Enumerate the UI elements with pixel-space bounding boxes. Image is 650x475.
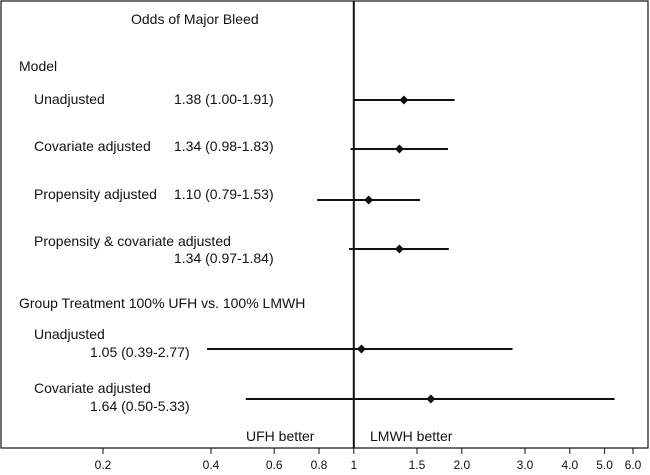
x-tick-label: 3.0 [516,458,534,472]
row-label-group-unadjusted: Unadjusted [34,326,105,342]
point-estimate-diamond [399,95,409,105]
annotation-ufh-better: UFH better [246,428,315,444]
point-estimate-diamond [364,195,374,205]
estimate-marks [207,95,615,404]
x-tick-label: 1 [350,458,358,472]
chart-title: Odds of Major Bleed [131,11,259,27]
row-label-unadjusted: Unadjusted [34,91,105,107]
row-label-propensity-covariate-adjusted: Propensity & covariate adjusted [34,233,231,249]
row-label-group-covariate-adjusted: Covariate adjusted [34,380,151,396]
row-ci-propensity-covariate-adjusted: 1.34 (0.97-1.84) [174,250,274,266]
x-tick-label: 0.2 [94,458,112,472]
x-tick-label: 1.5 [408,458,426,472]
row-ci-unadjusted: 1.38 (1.00-1.91) [174,91,274,107]
row-ci-group-unadjusted: 1.05 (0.39-2.77) [90,344,190,360]
x-tick-label: 4.0 [561,458,579,472]
row-ci-propensity-adjusted: 1.10 (0.79-1.53) [174,186,274,202]
group-heading-model: Model [19,58,58,74]
x-tick-label: 0.8 [310,458,328,472]
row-ci-covariate-adjusted: 1.34 (0.98-1.83) [174,138,274,154]
point-estimate-diamond [356,344,366,354]
x-tick-label: 6.0 [624,458,642,472]
x-tick-label: 2.0 [453,458,471,472]
annotation-lmwh-better: LMWH better [370,428,453,444]
row-label-propensity-adjusted: Propensity adjusted [34,186,157,202]
point-estimate-diamond [394,144,404,154]
x-tick-label: 0.6 [265,458,283,472]
point-estimate-diamond [394,244,404,254]
x-axis-ticks [102,448,634,454]
group-heading-group-treatment: Group Treatment 100% UFH vs. 100% LMWH [19,295,306,311]
x-tick-label: 0.4 [202,458,220,472]
row-label-covariate-adjusted: Covariate adjusted [34,138,151,154]
row-ci-group-covariate-adjusted: 1.64 (0.50-5.33) [90,398,190,414]
point-estimate-diamond [426,394,436,404]
x-tick-label: 5.0 [596,458,613,472]
